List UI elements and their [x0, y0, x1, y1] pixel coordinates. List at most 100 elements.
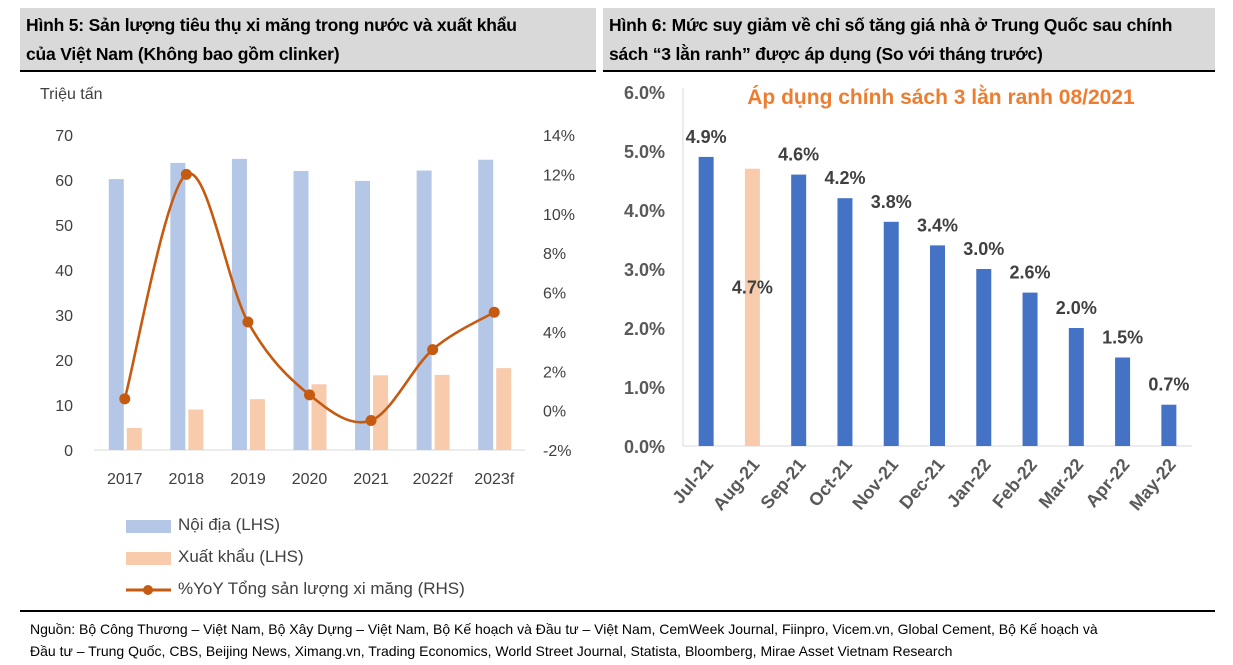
y-tick-label: 4.0%: [624, 201, 665, 221]
bar: [1115, 357, 1131, 446]
x-tick-label: 2023f: [474, 471, 515, 488]
x-tick-label: Dec-21: [895, 455, 948, 513]
data-label: 3.0%: [963, 239, 1004, 259]
x-tick-label: 2017: [107, 471, 143, 488]
figure5-chart: Triệu tấn 0 10 20 30 40 50 60 70 -2% 0% 2% 4% 6% 8% 10%…: [40, 86, 575, 488]
data-label: 4.2%: [824, 168, 865, 188]
y2-tick-label: 0%: [543, 404, 566, 421]
x-tick-label: 2019: [230, 471, 266, 488]
x-tick-label: 2018: [169, 471, 205, 488]
source-note: Nguồn: Bộ Công Thương – Việt Nam, Bộ Xây…: [30, 618, 1220, 662]
legend-label-yoy: %YoY Tổng sản lượng xi măng (RHS): [178, 579, 465, 598]
data-label: 2.0%: [1056, 298, 1097, 318]
bar-domestic: [293, 171, 309, 450]
y2-tick-label: 8%: [543, 246, 566, 263]
bar: [837, 198, 853, 446]
line-yoy-series: [123, 172, 495, 424]
figure5-title-line2: của Việt Nam (Không bao gồm clinker): [26, 44, 340, 64]
y2-tick-label: 4%: [543, 325, 566, 342]
y-tick-label: 1.0%: [624, 378, 665, 398]
bar: [1022, 292, 1038, 446]
point-yoy: [119, 393, 131, 405]
y2-tick-label: 2%: [543, 364, 566, 381]
bar-domestic: [170, 162, 186, 450]
figure6-title: Hình 6: Mức suy giảm về chỉ số tăng giá …: [603, 8, 1215, 72]
figure6-title-line2: sách “3 lằn ranh” được áp dụng (So với t…: [609, 44, 1043, 64]
y-tick-label: 6.0%: [624, 83, 665, 103]
x-tick-label: 2021: [353, 471, 389, 488]
bar: [1161, 404, 1177, 446]
y-tick-label: 20: [55, 353, 73, 370]
y2-tick-label: 6%: [543, 286, 566, 303]
source-line1: Nguồn: Bộ Công Thương – Việt Nam, Bộ Xây…: [30, 621, 1098, 637]
point-yoy: [180, 168, 192, 180]
y-tick-label: 70: [55, 128, 73, 145]
y-tick-label: 2.0%: [624, 319, 665, 339]
bar: [883, 221, 899, 446]
y-tick-label: 0: [64, 443, 73, 460]
figure6-chart: 0.0% 1.0% 2.0% 3.0% 4.0% 5.0% 6.0% Áp dụng chín…: [624, 83, 1192, 514]
data-label: 3.8%: [871, 192, 912, 212]
y-tick-label: 0.0%: [624, 437, 665, 457]
bar: [744, 168, 760, 446]
source-divider: [20, 610, 1215, 612]
y-tick-label: 10: [55, 398, 73, 415]
y2-tick-label: 10%: [543, 207, 575, 224]
x-tick-label: Nov-21: [848, 455, 902, 514]
x-tick-label: May-22: [1125, 455, 1180, 515]
legend-swatch-export: [126, 552, 171, 565]
x-tick-label: 2022f: [413, 471, 454, 488]
source-line2: Đầu tư – Trung Quốc, CBS, Beijing News, …: [30, 643, 953, 659]
point-yoy: [242, 316, 254, 328]
y-tick-label: 50: [55, 218, 73, 235]
data-label: 4.6%: [778, 145, 819, 165]
y-tick-label: 40: [55, 263, 73, 280]
bar-domestic: [416, 170, 432, 451]
bar-domestic: [108, 179, 124, 450]
data-label: 2.6%: [1010, 263, 1051, 283]
y2-tick-label: 14%: [543, 128, 575, 145]
point-yoy: [427, 344, 439, 356]
bar: [1068, 328, 1084, 446]
figure6-annotation: Áp dụng chính sách 3 lằn ranh 08/2021: [747, 85, 1135, 109]
bar: [976, 269, 992, 446]
data-label: 0.7%: [1148, 375, 1189, 395]
bar-export: [373, 375, 389, 450]
legend-swatch-yoy: [126, 585, 171, 595]
legend-label-export: Xuất khẩu (LHS): [178, 547, 304, 566]
x-tick-label: 2020: [292, 471, 328, 488]
y-tick-label: 30: [55, 308, 73, 325]
bar-export: [188, 409, 204, 450]
point-yoy: [488, 306, 500, 318]
legend-swatch-domestic: [126, 520, 171, 533]
bar-export: [126, 427, 142, 450]
x-tick-label: Oct-21: [805, 455, 856, 511]
x-tick-label: Aug-21: [709, 455, 764, 515]
x-tick-label: Feb-22: [988, 455, 1041, 512]
bar-export: [434, 374, 450, 450]
data-label: 1.5%: [1102, 328, 1143, 348]
bar-export: [249, 399, 265, 450]
x-tick-label: Mar-22: [1035, 455, 1088, 512]
bar-domestic: [355, 180, 371, 450]
figure6-title-line1: Hình 6: Mức suy giảm về chỉ số tăng giá …: [609, 15, 1173, 35]
figure5-title: Hình 5: Sản lượng tiêu thụ xi măng trong…: [20, 8, 596, 72]
bar: [791, 174, 807, 446]
bar: [930, 245, 945, 446]
x-tick-label: Jan-22: [943, 455, 995, 512]
y2-tick-label: 12%: [543, 167, 575, 184]
x-tick-label: Sep-21: [756, 455, 809, 513]
y-tick-label: 5.0%: [624, 142, 665, 162]
point-yoy: [304, 389, 315, 401]
bar-export: [496, 368, 512, 450]
legend-label-domestic: Nội địa (LHS): [178, 515, 281, 534]
figure5-title-line1: Hình 5: Sản lượng tiêu thụ xi măng trong…: [26, 15, 517, 35]
y-tick-label: 60: [55, 173, 73, 190]
data-label: 4.7%: [732, 278, 773, 298]
point-yoy: [365, 414, 377, 426]
bar-domestic: [478, 159, 494, 450]
bar: [698, 156, 714, 446]
data-label: 3.4%: [917, 215, 958, 235]
data-label: 4.9%: [686, 127, 727, 147]
